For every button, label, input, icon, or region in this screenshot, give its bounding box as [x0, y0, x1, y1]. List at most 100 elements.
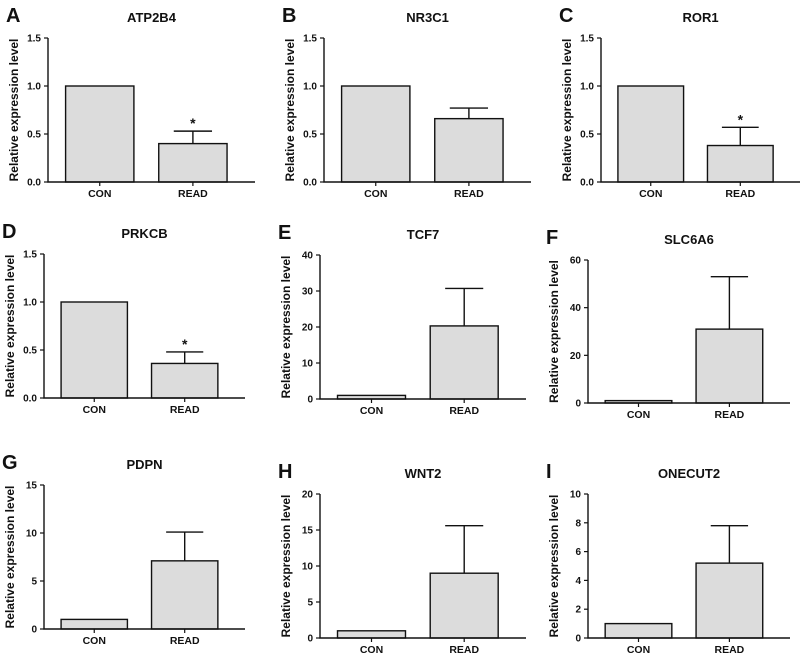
panel-d: D PRKCB Relative expression level * 0.0 0.5 1.…	[2, 221, 245, 416]
panel-i-ytick-label: 4	[575, 576, 581, 587]
panel-h-bar-read	[429, 572, 499, 639]
panel-f-errorbar-read	[710, 275, 749, 330]
panel-d-category-label-con: CON	[83, 404, 106, 416]
panel-b: B NR3C1 Relative expression level 0.0 0.5 1.0…	[282, 5, 531, 200]
panel-a-category-label-con: CON	[88, 188, 111, 200]
panel-d-ylabel: Relative expression level	[3, 255, 17, 398]
panel-g-ytick-label: 15	[26, 481, 38, 492]
panel-a-letter: A	[6, 5, 20, 27]
panel-h-ytick-label: 15	[302, 526, 314, 537]
panel-i-ylabel: Relative expression level	[547, 495, 561, 638]
panel-h-ytick-label: 10	[302, 562, 314, 573]
panel-c-ytick-label: 0.0	[580, 178, 594, 189]
panel-a-category-label-read: READ	[178, 188, 208, 200]
panel-c-ytick-label: 1.5	[580, 34, 594, 45]
panel-b-bar-con	[340, 85, 411, 183]
panel-i-bar-con	[604, 622, 673, 639]
panel-i-category-label-read: READ	[715, 644, 745, 655]
panel-e-ytick-label: 40	[302, 251, 314, 262]
panel-a-ytick-label: 0.0	[27, 178, 41, 189]
panel-a-bar-con	[64, 85, 135, 183]
panel-a-bar-read	[158, 142, 228, 183]
panel-c-significance-star: *	[738, 111, 744, 127]
panel-h-category-label-read: READ	[449, 644, 479, 655]
panel-g-title: PDPN	[126, 457, 162, 472]
panel-e-errorbar-read	[445, 287, 484, 326]
panel-f-category-label-con: CON	[627, 409, 650, 421]
panel-g-category-label-con: CON	[83, 635, 106, 647]
panel-d-title: PRKCB	[121, 226, 167, 241]
panel-b-title: NR3C1	[406, 10, 449, 25]
panel-a-significance-star: *	[190, 115, 196, 131]
panel-d-ytick-label: 0.0	[23, 394, 37, 405]
panel-i-ytick-label: 6	[575, 547, 581, 558]
panel-e-category-label-read: READ	[449, 405, 479, 417]
panel-b-category-label-read: READ	[454, 188, 484, 200]
panel-e-ytick-label: 30	[302, 287, 314, 298]
panel-f-ytick-label: 40	[570, 303, 582, 314]
panel-f-letter: F	[546, 227, 558, 249]
panel-g-bar-con	[60, 618, 129, 630]
panel-g-errorbar-read	[166, 531, 204, 561]
panel-g-ytick-label: 0	[31, 625, 37, 636]
panel-g-category-label-read: READ	[170, 635, 200, 647]
panel-b-ytick-label: 0.5	[303, 130, 317, 141]
panel-d-ytick-label: 0.5	[23, 346, 37, 357]
panel-h-letter: H	[278, 461, 292, 483]
panel-b-bar-read	[434, 117, 504, 183]
panel-g: G PDPN Relative expression level 0 5 10 15 CON R…	[2, 452, 245, 647]
panel-i-bar-read	[695, 562, 764, 639]
panel-g-ylabel: Relative expression level	[3, 486, 17, 629]
panel-g-letter: G	[2, 452, 18, 474]
panel-c-title: ROR1	[682, 10, 718, 25]
panel-f-category-label-read: READ	[715, 409, 745, 421]
panel-h-title: WNT2	[405, 466, 442, 481]
panel-c-letter: C	[559, 5, 573, 27]
panel-h-ytick-label: 0	[307, 634, 313, 645]
panel-i-errorbar-read	[710, 524, 749, 564]
panel-f-ytick-label: 0	[575, 399, 581, 410]
panel-e-category-label-con: CON	[360, 405, 383, 417]
panel-c: C ROR1 Relative expression level * 0.0 0.5 1.0…	[559, 5, 800, 200]
panel-c-bar-read	[706, 144, 774, 183]
panel-e: E TCF7 Relative expression level 0 10 20 30 40 C…	[278, 222, 526, 417]
panel-i-ytick-label: 10	[570, 490, 582, 501]
panel-b-errorbar-read	[449, 107, 489, 119]
panel-a-ytick-label: 0.5	[27, 130, 41, 141]
panel-d-category-label-read: READ	[170, 404, 200, 416]
panel-a-ylabel: Relative expression level	[7, 39, 21, 182]
panel-i: I ONECUT2 Relative expression level 0 2 4 6 8 10…	[546, 461, 790, 655]
panel-h-ylabel: Relative expression level	[279, 495, 293, 638]
panel-a-ytick-label: 1.5	[27, 34, 41, 45]
panel-h-errorbar-read	[445, 524, 484, 574]
panel-c-errorbar-read	[721, 126, 759, 146]
panel-h-bar-con	[336, 630, 407, 639]
panel-b-letter: B	[282, 5, 296, 27]
panel-e-ytick-label: 0	[307, 395, 313, 406]
panel-d-significance-star: *	[182, 336, 188, 352]
panel-b-ytick-label: 0.0	[303, 178, 317, 189]
panel-f-bar-read	[695, 328, 764, 404]
panel-d-ytick-label: 1.0	[23, 298, 37, 309]
panel-i-letter: I	[546, 461, 552, 483]
panel-f-ytick-label: 20	[570, 351, 582, 362]
panel-d-letter: D	[2, 221, 16, 243]
panel-c-ytick-label: 1.0	[580, 82, 594, 93]
panel-i-ytick-label: 8	[575, 518, 581, 529]
panel-g-ytick-label: 5	[31, 577, 37, 588]
panel-e-title: TCF7	[407, 227, 440, 242]
panel-a-title: ATP2B4	[127, 10, 177, 25]
panel-c-category-label-con: CON	[639, 188, 662, 200]
panel-g-bar-read	[150, 560, 219, 630]
panel-i-ytick-label: 2	[575, 605, 581, 616]
panel-i-ytick-label: 0	[575, 634, 581, 645]
panel-e-ytick-label: 20	[302, 323, 314, 334]
panel-g-ytick-label: 10	[26, 529, 38, 540]
panel-f-title: SLC6A6	[664, 232, 714, 247]
panel-e-letter: E	[278, 222, 291, 244]
panel-e-ylabel: Relative expression level	[279, 256, 293, 399]
panel-c-ylabel: Relative expression level	[560, 39, 574, 182]
panel-a-ytick-label: 1.0	[27, 82, 41, 93]
panel-h-ytick-label: 5	[307, 598, 313, 609]
